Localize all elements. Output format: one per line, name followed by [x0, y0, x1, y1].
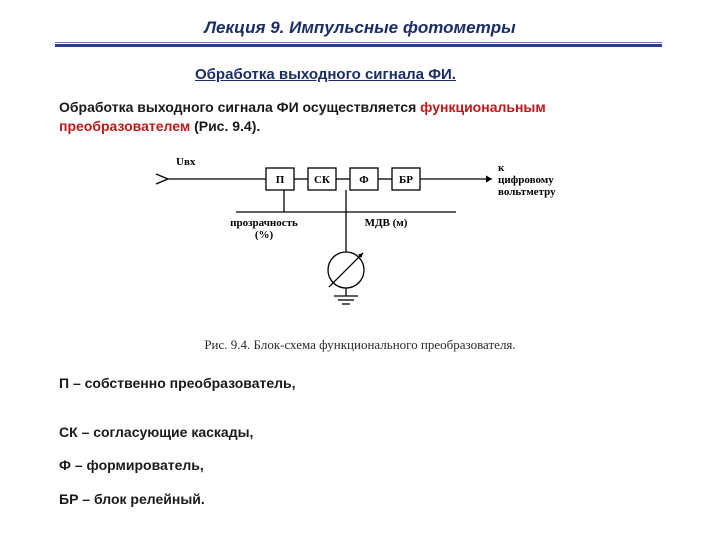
svg-text:СК: СК	[314, 174, 330, 186]
svg-text:вольтметру: вольтметру	[498, 186, 556, 198]
block-diagram: Uвх П СК Ф БР кцифровомувольтметру прозрачност…	[140, 148, 580, 323]
header-underline	[55, 42, 662, 47]
svg-text:Ф: Ф	[359, 174, 369, 186]
figure-caption: Рис. 9.4. Блок-схема функционального пре…	[0, 337, 720, 353]
svg-text:БР: БР	[399, 174, 413, 186]
legend-line-3: Ф – формирователь,	[59, 457, 204, 473]
lecture-title: Лекция 9. Импульсные фотометры	[0, 18, 720, 38]
svg-text:Uвх: Uвх	[176, 156, 196, 168]
svg-text:(%): (%)	[255, 229, 274, 241]
legend-line-4: БР – блок релейный.	[59, 491, 205, 507]
para-part2: (Рис. 9.4).	[190, 118, 260, 134]
svg-text:к: к	[498, 162, 505, 174]
intro-paragraph: Обработка выходного сигнала ФИ осуществл…	[59, 98, 664, 136]
para-part1: Обработка выходного сигнала ФИ осуществл…	[59, 99, 420, 115]
svg-text:МДВ (м): МДВ (м)	[365, 217, 408, 229]
legend-line-2: СК – согласующие каскады,	[59, 424, 253, 440]
svg-text:П: П	[276, 174, 285, 186]
svg-text:цифровому: цифровому	[498, 174, 554, 186]
svg-text:прозрачность: прозрачность	[230, 217, 298, 229]
legend-line-1: П – собственно преобразователь,	[59, 375, 296, 391]
section-title: Обработка выходного сигнала ФИ.	[195, 66, 456, 83]
